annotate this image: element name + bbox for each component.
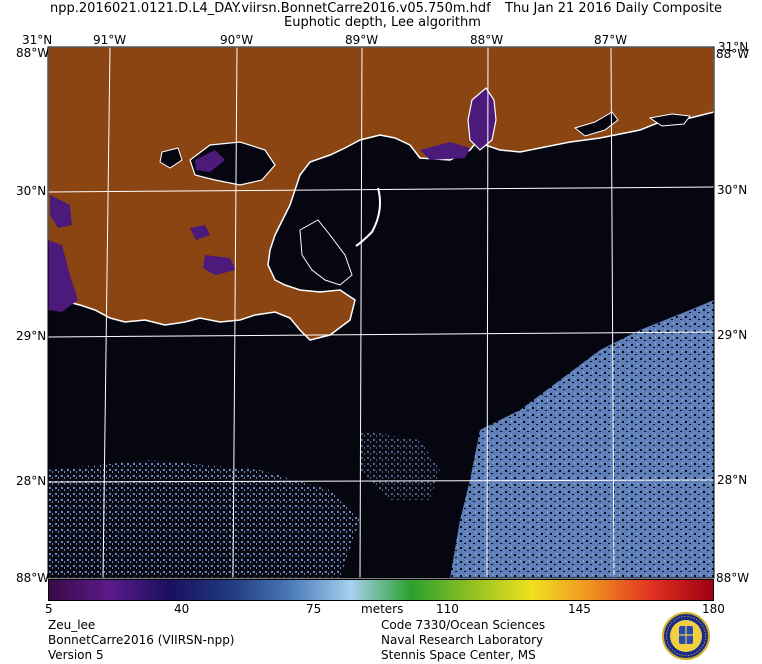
filename-title: npp.2016021.0121.D.L4_DAY.viirsn.BonnetC… — [50, 1, 491, 16]
lat-label-29n-right: 29°N — [717, 328, 748, 342]
colorbar — [48, 579, 714, 601]
lon-label-91w: 91°W — [93, 33, 127, 47]
purple-west-inlet — [50, 195, 72, 228]
footer-version: Version 5 — [48, 648, 104, 662]
chandeleur-islands — [355, 187, 381, 247]
corner-label-bottom-right: 88°W — [716, 571, 750, 585]
purple-south-bay — [203, 255, 236, 275]
lat-label-top-left: 31°N — [22, 33, 53, 47]
colorbar-unit-label: meters — [361, 602, 404, 616]
lake-maurepas — [159, 147, 183, 169]
map-frame — [47, 46, 715, 579]
nrl-seal-logo — [662, 612, 710, 660]
colorbar-tick-75: 75 — [306, 602, 322, 616]
product-title: Euphotic depth, Lee algorithm — [284, 15, 481, 30]
lat-label-30n-left: 30°N — [16, 184, 47, 198]
lat-label-top-right: 31°N — [718, 40, 749, 54]
offshore-blue-patch-center — [360, 430, 440, 500]
corner-label-top-right: 88°W — [716, 47, 750, 61]
date-label: Thu Jan 21 2016 Daily Composite — [505, 1, 723, 16]
mobile-bay — [467, 87, 497, 151]
colorbar-tick-110: 110 — [436, 602, 459, 616]
mississippi-delta — [299, 219, 353, 286]
colorbar-tick-5: 5 — [45, 602, 53, 616]
corner-label-top-left: 88°W — [16, 46, 50, 60]
choctawhatchee-bay — [648, 113, 691, 127]
colorbar-tick-145: 145 — [568, 602, 591, 616]
footer-org-name: Naval Research Laboratory — [381, 633, 544, 647]
lat-label-28n-right: 28°N — [717, 473, 748, 487]
offshore-blue-patch-southwest — [48, 460, 360, 578]
lat-label-30n-right: 30°N — [717, 183, 748, 197]
lat-label-29n-left: 29°N — [16, 329, 47, 343]
lon-label-88w: 88°W — [470, 33, 504, 47]
offshore-blue-patch-east — [450, 300, 714, 578]
lon-label-89w: 89°W — [345, 33, 379, 47]
purple-lake-inland — [190, 225, 210, 240]
lon-label-87w: 87°W — [594, 33, 628, 47]
purple-nearshore-lake — [195, 150, 225, 172]
mississippi-sound-purple — [420, 142, 470, 160]
graticule — [48, 47, 714, 578]
purple-west-shallow — [48, 240, 78, 312]
colorbar-tick-180: 180 — [702, 602, 725, 616]
footer-org-location: Stennis Space Center, MS — [381, 648, 536, 662]
footer-region-sensor: BonnetCarre2016 (VIIRSN-npp) — [48, 633, 235, 647]
pensacola-bay — [573, 111, 619, 137]
footer-product-code: Zeu_lee — [48, 618, 96, 632]
lat-label-28n-left: 28°N — [16, 474, 47, 488]
lon-label-90w: 90°W — [220, 33, 254, 47]
footer-org-code: Code 7330/Ocean Sciences — [381, 618, 546, 632]
colorbar-tick-40: 40 — [174, 602, 190, 616]
corner-label-bottom-left: 88°W — [16, 571, 50, 585]
